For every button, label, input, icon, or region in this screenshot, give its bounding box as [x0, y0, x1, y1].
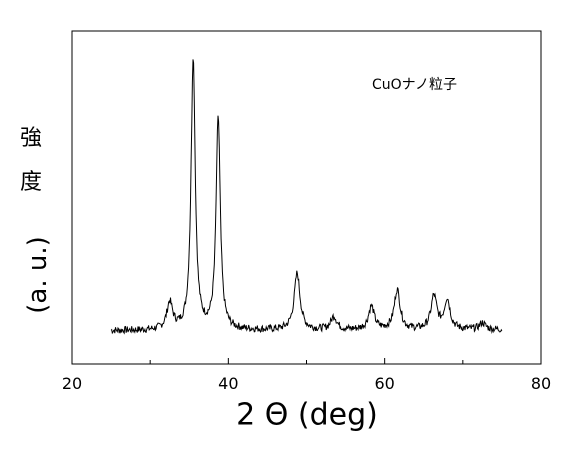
x-tick-label: 60: [374, 374, 394, 393]
series-line: [110, 59, 503, 335]
x-tick-label: 40: [218, 374, 238, 393]
y-axis-label-char-1: 強: [20, 126, 43, 151]
x-tick-label: 20: [62, 374, 82, 393]
x-axis: 20 40 60 80: [62, 358, 551, 393]
y-axis-unit-label: (a. u.): [23, 236, 53, 314]
y-axis-label-char-2: 度: [20, 170, 43, 195]
x-tick-label: 80: [531, 374, 551, 393]
x-axis-label: 2 Θ (deg): [236, 397, 378, 433]
sample-annotation: CuOナノ粒子: [372, 77, 457, 93]
plot-frame: [71, 30, 542, 365]
